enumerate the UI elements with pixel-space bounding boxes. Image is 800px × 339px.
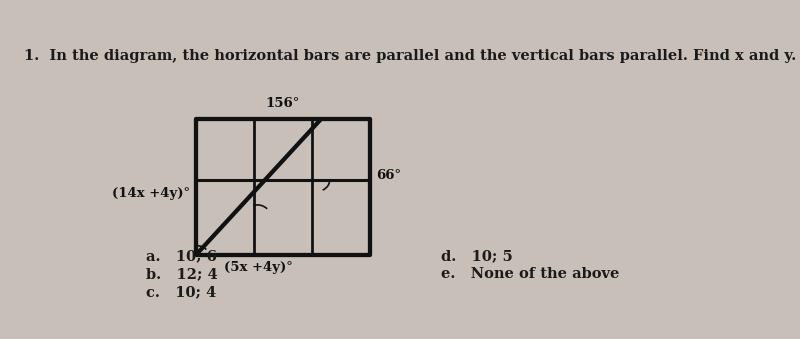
- Text: d.   10; 5: d. 10; 5: [441, 249, 513, 263]
- Text: 156°: 156°: [266, 97, 300, 110]
- Text: (14x +4y)°: (14x +4y)°: [112, 187, 190, 200]
- Text: a.   10; 6: a. 10; 6: [146, 249, 218, 263]
- Text: b.   12; 4: b. 12; 4: [146, 267, 218, 281]
- Text: e.   None of the above: e. None of the above: [441, 267, 619, 281]
- Text: (5x +4y)°: (5x +4y)°: [224, 261, 293, 274]
- Text: c.   10; 4: c. 10; 4: [146, 285, 217, 300]
- Text: 1.  In the diagram, the horizontal bars are parallel and the vertical bars paral: 1. In the diagram, the horizontal bars a…: [24, 48, 796, 62]
- Text: 66°: 66°: [376, 168, 401, 182]
